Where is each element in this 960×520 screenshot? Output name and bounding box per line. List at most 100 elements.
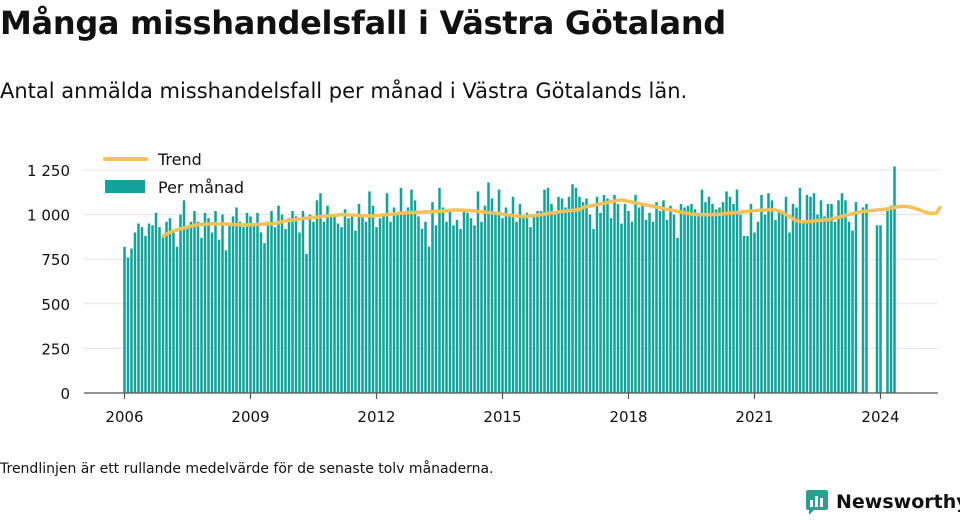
bar — [497, 189, 501, 393]
bar — [228, 225, 231, 393]
bar — [126, 257, 130, 393]
bar — [578, 196, 581, 393]
monthly-bars — [123, 166, 896, 393]
trend-line-group — [161, 198, 942, 238]
brand-logo[interactable]: Newsworthy — [804, 488, 960, 516]
bar — [707, 196, 711, 393]
y-tick-label: 250 — [41, 340, 70, 358]
bar — [588, 214, 592, 393]
chart-title: Många misshandelsfall i Västra Götaland — [0, 4, 726, 42]
footnote: Trendlinjen är ett rullande medelvärde f… — [0, 461, 494, 477]
bar — [581, 202, 585, 393]
y-tick-label: 500 — [41, 296, 70, 314]
bar — [781, 212, 784, 393]
bar — [714, 209, 718, 393]
bar — [788, 232, 791, 393]
bar — [756, 221, 760, 393]
bar — [592, 228, 595, 393]
bar — [469, 218, 473, 393]
bar — [644, 219, 648, 393]
bar — [742, 236, 746, 393]
bar — [203, 212, 207, 393]
bar — [431, 202, 434, 393]
bar — [480, 221, 483, 393]
y-tick-label: 750 — [41, 251, 70, 269]
bar — [273, 227, 277, 393]
bar — [459, 228, 462, 393]
bar — [441, 207, 445, 393]
bar — [812, 193, 816, 393]
bar — [539, 211, 543, 393]
bar — [553, 214, 557, 393]
bar — [613, 194, 616, 393]
bar — [889, 205, 893, 393]
bar — [158, 227, 161, 393]
bar — [529, 227, 532, 393]
bar — [413, 200, 417, 393]
bar — [784, 196, 788, 393]
bar — [340, 227, 343, 393]
bar — [217, 239, 221, 393]
bar — [616, 203, 620, 393]
bar — [427, 246, 431, 393]
bar — [683, 207, 686, 393]
bar — [193, 211, 196, 393]
bar — [147, 223, 151, 393]
bar — [207, 218, 210, 393]
bar — [777, 209, 781, 393]
bar — [490, 198, 494, 393]
bar — [270, 211, 273, 393]
bar — [595, 196, 599, 393]
bar — [144, 236, 147, 393]
bar — [329, 216, 333, 393]
legend-bar-swatch — [105, 180, 145, 193]
bar — [151, 225, 154, 393]
bar — [609, 218, 613, 393]
bar — [515, 221, 518, 393]
bar — [798, 187, 802, 393]
bar — [501, 218, 504, 393]
bar — [865, 203, 868, 393]
bar — [840, 193, 844, 393]
bar — [735, 189, 739, 393]
bar — [847, 221, 851, 393]
bar — [816, 214, 819, 393]
trend-line — [161, 198, 942, 238]
bar — [532, 214, 536, 393]
bar — [543, 189, 546, 393]
bar — [154, 212, 158, 393]
bar — [494, 214, 497, 393]
bar — [245, 212, 249, 393]
bar — [567, 196, 571, 393]
bar — [448, 209, 452, 393]
bar — [333, 214, 336, 393]
bar — [879, 225, 882, 393]
bar — [357, 203, 361, 393]
bar — [396, 214, 399, 393]
bar — [385, 193, 389, 393]
bar — [284, 228, 287, 393]
bar — [627, 211, 630, 393]
bar — [774, 219, 777, 393]
bar — [280, 214, 284, 393]
bar — [336, 223, 340, 393]
bar — [522, 216, 525, 393]
bar — [424, 221, 427, 393]
y-tick-label: 1 000 — [27, 207, 70, 225]
bar — [655, 202, 658, 393]
bar — [315, 200, 319, 393]
bar — [641, 203, 644, 393]
bar — [833, 221, 837, 393]
bar — [753, 232, 756, 393]
bar — [690, 203, 693, 393]
bar — [711, 203, 714, 393]
bar-chart-logo-icon — [806, 490, 828, 515]
bar — [319, 193, 322, 393]
bar — [364, 221, 368, 393]
bar — [399, 187, 403, 393]
bar — [854, 202, 858, 393]
bar — [140, 227, 144, 393]
bar — [697, 214, 700, 393]
bar — [161, 236, 165, 393]
bar — [350, 214, 354, 393]
